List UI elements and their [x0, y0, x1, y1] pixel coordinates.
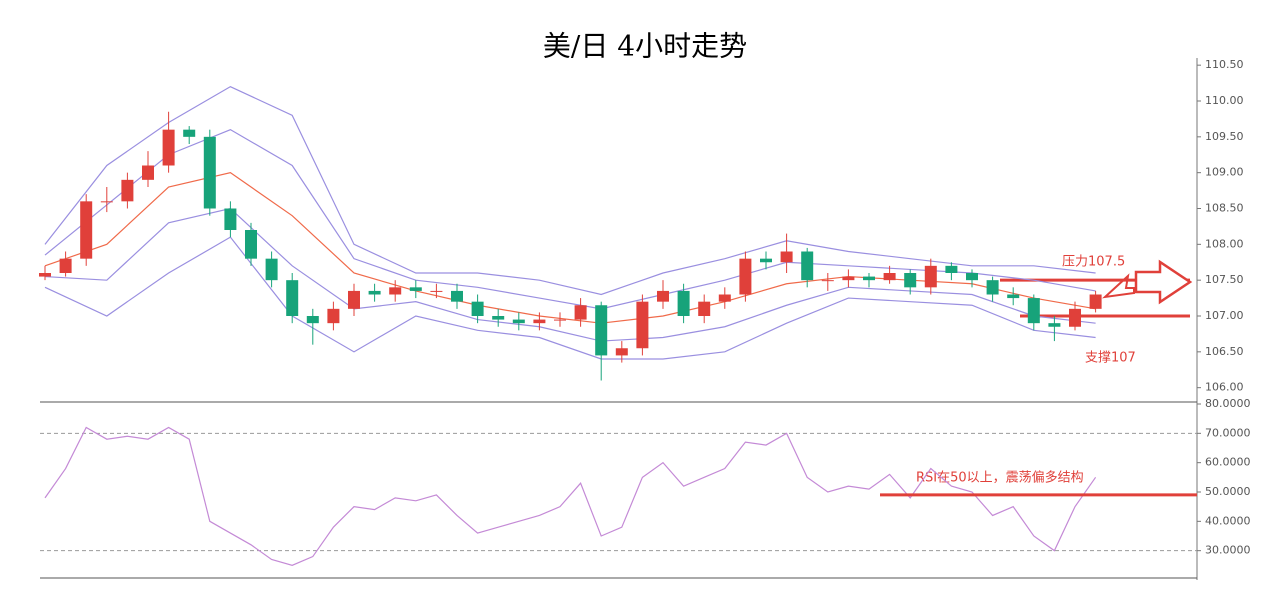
- y-tick-label: 106.50: [1205, 345, 1244, 358]
- candle-body: [327, 308, 340, 324]
- y-tick-label: 40.0000: [1205, 514, 1251, 527]
- candle-body: [924, 265, 937, 288]
- candle-body: [574, 305, 587, 320]
- y-tick-label: 107.00: [1205, 309, 1244, 322]
- candle-body: [121, 179, 134, 202]
- candle-body: [595, 305, 608, 356]
- candle-body: [1007, 294, 1020, 299]
- candle-body: [554, 319, 566, 321]
- candle-body: [1048, 323, 1061, 327]
- candle-body: [533, 319, 546, 324]
- candle-body: [430, 290, 443, 292]
- candle-body: [80, 201, 93, 259]
- candle-body: [821, 280, 834, 282]
- candle-body: [945, 265, 958, 273]
- arrow: [1101, 273, 1135, 299]
- band-line: [44, 85, 1096, 296]
- candle-body: [801, 251, 814, 281]
- y-tick-label: 107.50: [1205, 273, 1244, 286]
- y-tick-label: 108.00: [1205, 237, 1244, 250]
- annotation: RSI在50以上，震荡偏多结构: [916, 470, 1084, 486]
- y-tick-label: 80.0000: [1205, 397, 1251, 410]
- candle-body: [863, 276, 875, 281]
- y-tick-label: 110.50: [1205, 58, 1244, 71]
- candle-body: [286, 280, 299, 316]
- candle-body: [389, 287, 402, 295]
- candle-body: [512, 319, 525, 324]
- candle-body: [677, 290, 690, 316]
- y-tick-label: 108.50: [1205, 202, 1244, 215]
- candle-body: [842, 276, 855, 281]
- annotation: 压力107.5: [1062, 255, 1125, 270]
- candle-body: [966, 273, 978, 281]
- band-line: [44, 236, 1096, 360]
- candle-body: [142, 165, 154, 180]
- candle-body: [203, 136, 216, 209]
- candle-body: [162, 129, 175, 166]
- candle-body: [492, 316, 505, 320]
- candle-body: [904, 273, 917, 288]
- y-tick-label: 50.0000: [1205, 485, 1251, 498]
- y-tick-label: 70.0000: [1205, 426, 1251, 439]
- candle-body: [760, 258, 772, 263]
- arrow: [1134, 259, 1193, 305]
- candle-body: [306, 316, 319, 324]
- candle-body: [183, 129, 196, 137]
- candle-body: [636, 301, 649, 349]
- candle-body: [780, 251, 793, 263]
- candle-body: [100, 201, 113, 203]
- annotation: 支撑107: [1085, 351, 1136, 366]
- candle-body: [59, 258, 72, 273]
- candle-body: [615, 348, 628, 356]
- rsi-line: [44, 426, 1097, 566]
- candle-body: [739, 258, 752, 295]
- candle-body: [348, 290, 360, 309]
- y-tick-label: 106.00: [1205, 381, 1244, 394]
- band-line: [44, 207, 1096, 342]
- band-line: [44, 129, 1096, 310]
- band-line: [44, 172, 1096, 324]
- y-tick-label: 60.0000: [1205, 456, 1251, 469]
- candle-body: [986, 280, 999, 295]
- candle-body: [451, 290, 463, 302]
- candle-body: [409, 287, 422, 291]
- y-tick-label: 109.00: [1205, 166, 1244, 179]
- candle-body: [883, 273, 896, 281]
- candle-body: [224, 208, 237, 230]
- chart-title: 美/日 4小时走势: [543, 30, 747, 63]
- candle-body: [368, 290, 381, 295]
- candle-body: [698, 301, 711, 316]
- candle-body: [245, 230, 257, 259]
- candle-body: [718, 294, 731, 302]
- candle-body: [265, 258, 278, 281]
- candle-body: [1089, 294, 1102, 309]
- y-tick-label: 30.0000: [1205, 544, 1251, 557]
- y-tick-label: 110.00: [1205, 94, 1244, 107]
- y-tick-label: 109.50: [1205, 130, 1244, 143]
- candle-body: [657, 290, 669, 302]
- candle-body: [471, 301, 484, 316]
- candle-body: [1069, 308, 1081, 327]
- candle-body: [1027, 298, 1040, 324]
- candle-body: [39, 273, 51, 277]
